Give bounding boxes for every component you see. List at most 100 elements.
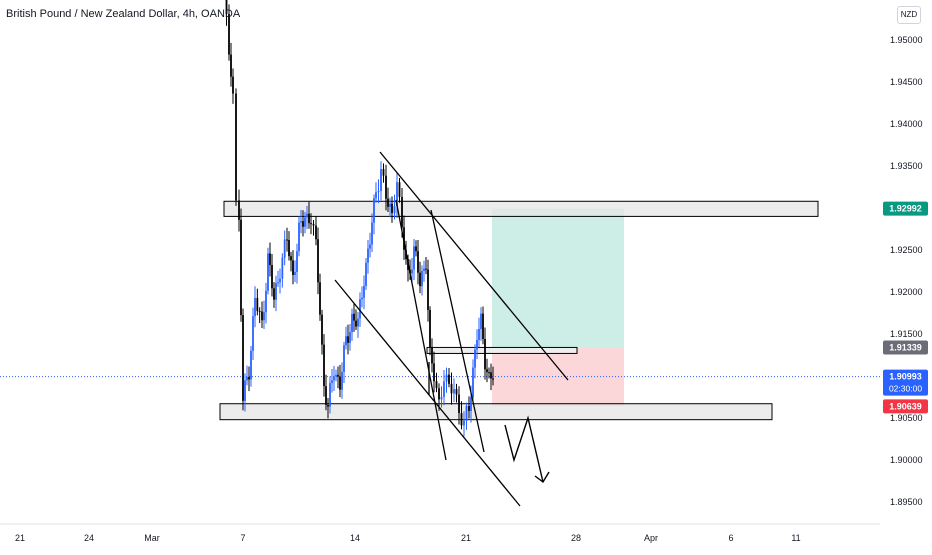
candle-body — [263, 312, 265, 321]
candle-body — [385, 175, 387, 199]
x-tick-label: Apr — [644, 533, 658, 543]
candle-body — [355, 320, 357, 327]
y-tick-label: 1.90500 — [890, 413, 923, 423]
candle-body — [429, 309, 431, 348]
candle-body — [261, 311, 263, 321]
candle-body — [283, 239, 286, 258]
price-label-entry-text: 1.91339 — [889, 343, 922, 353]
trend-line — [334, 279, 521, 507]
candle-body — [238, 200, 240, 220]
candle-body — [269, 253, 271, 266]
candle-body — [435, 381, 438, 389]
candle-body — [476, 339, 478, 350]
candle-body — [302, 221, 304, 227]
y-tick-label: 1.89500 — [890, 497, 923, 507]
candle-body — [300, 221, 302, 223]
candle-body — [440, 396, 443, 400]
candle-body — [458, 394, 460, 414]
trend-line — [379, 151, 569, 381]
candle-body — [250, 350, 252, 380]
candle-body — [345, 336, 347, 346]
candle-body — [427, 269, 429, 310]
candle-body — [448, 374, 450, 384]
resistance-zone — [223, 200, 819, 217]
candle-body — [433, 363, 435, 382]
x-tick-label: 7 — [240, 533, 245, 543]
candle-body — [351, 313, 353, 333]
candle-body — [323, 344, 325, 387]
candle-body — [341, 371, 343, 390]
candle-body — [228, 13, 230, 55]
candle-body — [230, 54, 232, 77]
candle-body — [335, 374, 337, 377]
candle-body — [450, 383, 453, 394]
entry-box — [426, 346, 578, 354]
projection-arrow — [504, 415, 544, 483]
candle-body — [339, 376, 341, 390]
y-tick-label: 1.91500 — [890, 329, 923, 339]
trend-line — [430, 209, 485, 453]
candle-body — [265, 290, 267, 313]
target-zone — [492, 208, 624, 348]
candle-body — [431, 347, 433, 364]
candle-body — [235, 93, 237, 201]
candle-body — [463, 420, 465, 426]
candle-body — [294, 271, 296, 275]
candle-body — [298, 222, 300, 252]
price-label-entry — [883, 340, 928, 355]
y-tick-label: 1.93500 — [890, 161, 923, 171]
candle-body — [488, 372, 490, 374]
candle-body — [331, 380, 333, 384]
candle-body — [443, 381, 445, 397]
y-tick-label: 1.94500 — [890, 77, 923, 87]
currency-badge[interactable]: NZD — [897, 6, 921, 24]
candle-body — [286, 239, 288, 241]
candle-body — [391, 203, 393, 214]
candle-body — [468, 405, 470, 412]
candle-body — [329, 383, 331, 407]
candle-body — [465, 405, 468, 421]
price-label-stop — [883, 399, 928, 414]
support-zone — [219, 403, 773, 421]
y-tick-label: 1.95000 — [890, 35, 923, 45]
candle-body — [425, 268, 427, 270]
candle-body — [413, 246, 415, 270]
candle-body — [398, 182, 401, 197]
x-tick-label: 14 — [350, 533, 360, 543]
candle-body — [256, 297, 259, 312]
candle-body — [347, 336, 349, 343]
price-label-last-text: 1.90993 — [889, 372, 922, 382]
candle-body — [271, 265, 273, 289]
candle-body — [474, 349, 476, 368]
candle-body — [371, 222, 373, 245]
candle-body — [225, 0, 228, 14]
y-tick-label: 1.90000 — [890, 455, 923, 465]
candle-body — [310, 223, 312, 225]
candle-body — [288, 240, 290, 257]
candle-body — [375, 192, 377, 199]
candle-body — [321, 314, 323, 345]
candle-body — [480, 313, 482, 330]
candle-body — [232, 76, 234, 94]
x-tick-label: Mar — [144, 533, 160, 543]
candle-body — [317, 239, 319, 283]
candle-body — [246, 377, 248, 381]
candle-body — [315, 225, 317, 240]
x-tick-label: 11 — [791, 533, 800, 543]
candle-body — [281, 257, 284, 279]
y-tick-label: 1.92500 — [890, 245, 923, 255]
candle-body — [244, 380, 246, 401]
candle-body — [415, 246, 417, 252]
candle-body — [240, 219, 242, 316]
candle-body — [242, 315, 244, 401]
candle-body — [389, 203, 391, 207]
candle-body — [421, 270, 423, 287]
candle-body — [417, 251, 419, 273]
candle-body — [369, 244, 371, 249]
axis-layer: 1.95000 1.94500 1.94000 1.93500 1.92500 1.920… — [0, 35, 923, 543]
candle-body — [387, 198, 389, 207]
candle-body — [279, 278, 281, 283]
candle-body — [353, 313, 355, 321]
